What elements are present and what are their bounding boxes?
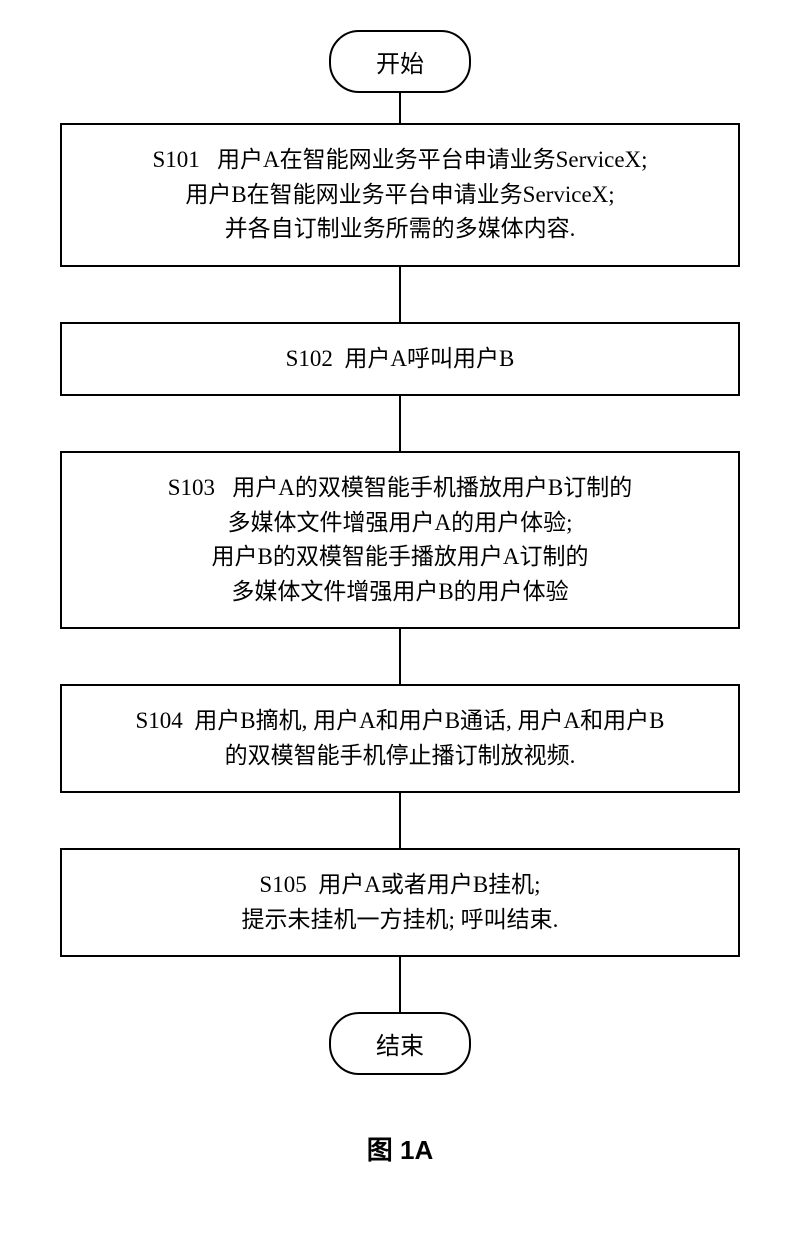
end-label: 结束 bbox=[376, 1034, 424, 1060]
step-s101-line2: 用户B在智能网业务平台申请业务ServiceX; bbox=[185, 182, 614, 207]
step-s103-line2: 多媒体文件增强用户A的用户体验; bbox=[228, 510, 573, 535]
connector bbox=[399, 957, 401, 1012]
start-terminal: 开始 bbox=[329, 30, 471, 93]
step-s104-box: S104 用户B摘机, 用户A和用户B通话, 用户A和用户B 的双模智能手机停止… bbox=[60, 684, 740, 793]
step-s103-line1: 用户A的双模智能手机播放用户B订制的 bbox=[232, 475, 632, 500]
figure-label: 图 1A bbox=[367, 1130, 433, 1167]
step-s105-id: S105 bbox=[259, 872, 306, 897]
step-s105-box: S105 用户A或者用户B挂机; 提示未挂机一方挂机; 呼叫结束. bbox=[60, 848, 740, 957]
step-s102-line1: 用户A呼叫用户B bbox=[344, 346, 514, 371]
step-s105-line2: 提示未挂机一方挂机; 呼叫结束. bbox=[242, 907, 559, 932]
step-s104-line1: 用户B摘机, 用户A和用户B通话, 用户A和用户B bbox=[194, 708, 664, 733]
start-label: 开始 bbox=[376, 52, 424, 78]
step-s101-box: S101 用户A在智能网业务平台申请业务ServiceX; 用户B在智能网业务平… bbox=[60, 123, 740, 267]
step-s102-box: S102 用户A呼叫用户B bbox=[60, 322, 740, 397]
step-s103-id: S103 bbox=[168, 475, 215, 500]
step-s103-line3: 用户B的双模智能手播放用户A订制的 bbox=[212, 544, 589, 569]
step-s103-line4: 多媒体文件增强用户B的用户体验 bbox=[231, 579, 568, 604]
step-s101-line3: 并各自订制业务所需的多媒体内容. bbox=[225, 216, 576, 241]
step-s104-id: S104 bbox=[135, 708, 182, 733]
connector bbox=[399, 793, 401, 848]
step-s105-line1: 用户A或者用户B挂机; bbox=[318, 872, 540, 897]
step-s103-box: S103 用户A的双模智能手机播放用户B订制的 多媒体文件增强用户A的用户体验;… bbox=[60, 451, 740, 629]
step-s101-id: S101 bbox=[152, 147, 199, 172]
step-s104-line2: 的双模智能手机停止播订制放视频. bbox=[225, 743, 576, 768]
connector bbox=[399, 93, 401, 123]
step-s102-id: S102 bbox=[286, 346, 333, 371]
connector bbox=[399, 629, 401, 684]
connector bbox=[399, 267, 401, 322]
connector bbox=[399, 396, 401, 451]
end-terminal: 结束 bbox=[329, 1012, 471, 1075]
step-s101-line1: 用户A在智能网业务平台申请业务ServiceX; bbox=[217, 147, 648, 172]
